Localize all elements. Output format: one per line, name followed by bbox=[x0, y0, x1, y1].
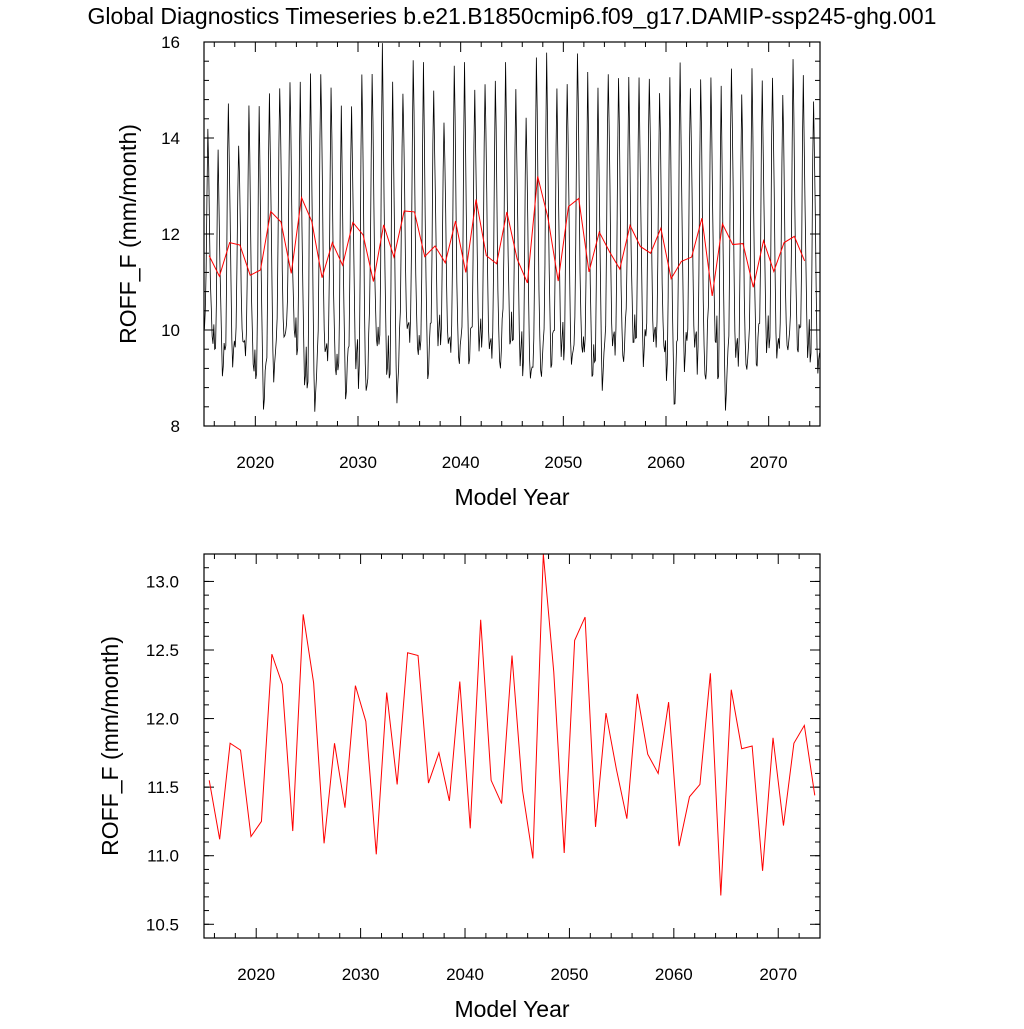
y-tick-label: 8 bbox=[171, 417, 180, 436]
plot-frame bbox=[203, 553, 821, 939]
y-tick-label: 16 bbox=[161, 33, 180, 52]
annual-series-line bbox=[208, 554, 816, 896]
x-tick-label: 2050 bbox=[551, 965, 589, 984]
x-tick-label: 2050 bbox=[544, 453, 582, 472]
x-tick-label: 2020 bbox=[237, 965, 275, 984]
bottom-panel: 2020 2030 2040 2050 2060 2070 10.5 11.0 11.5 12.0… bbox=[97, 553, 821, 1022]
x-tick-label: 2060 bbox=[647, 453, 685, 472]
plot-frame bbox=[203, 41, 821, 427]
y-tick-label: 12.5 bbox=[146, 641, 179, 660]
y-tick-label: 10 bbox=[161, 321, 180, 340]
annual-series-line bbox=[208, 176, 806, 296]
x-tick-label: 2040 bbox=[442, 453, 480, 472]
x-tick-label: 2070 bbox=[750, 453, 788, 472]
y-axis-label: ROFF_F (mm/month) bbox=[115, 124, 141, 344]
x-axis-label: Model Year bbox=[454, 484, 569, 510]
plot-area bbox=[204, 43, 820, 412]
y-tick-label: 14 bbox=[161, 129, 180, 148]
plot-area bbox=[208, 554, 816, 896]
y-tick-label: 12.0 bbox=[146, 710, 179, 729]
top-panel: 2020 2030 2040 2050 2060 2070 8 10 12 14 16 Model Y… bbox=[115, 33, 821, 510]
x-tick-label: 2070 bbox=[759, 965, 797, 984]
x-tick-label: 2020 bbox=[236, 453, 274, 472]
y-tick-label: 11.0 bbox=[147, 847, 179, 866]
y-tick-label: 10.5 bbox=[146, 915, 179, 934]
x-tick-label: 2030 bbox=[339, 453, 377, 472]
y-tick-label: 13.0 bbox=[146, 572, 179, 591]
x-axis-label: Model Year bbox=[454, 996, 569, 1022]
x-tick-label: 2030 bbox=[342, 965, 380, 984]
figure-title: Global Diagnostics Timeseries b.e21.B185… bbox=[88, 3, 937, 29]
y-tick-label: 11.5 bbox=[147, 778, 179, 797]
y-axis-label: ROFF_F (mm/month) bbox=[97, 636, 123, 856]
x-tick-label: 2060 bbox=[655, 965, 693, 984]
y-tick-label: 12 bbox=[161, 225, 180, 244]
monthly-series-line bbox=[204, 43, 820, 412]
x-tick-label: 2040 bbox=[446, 965, 484, 984]
